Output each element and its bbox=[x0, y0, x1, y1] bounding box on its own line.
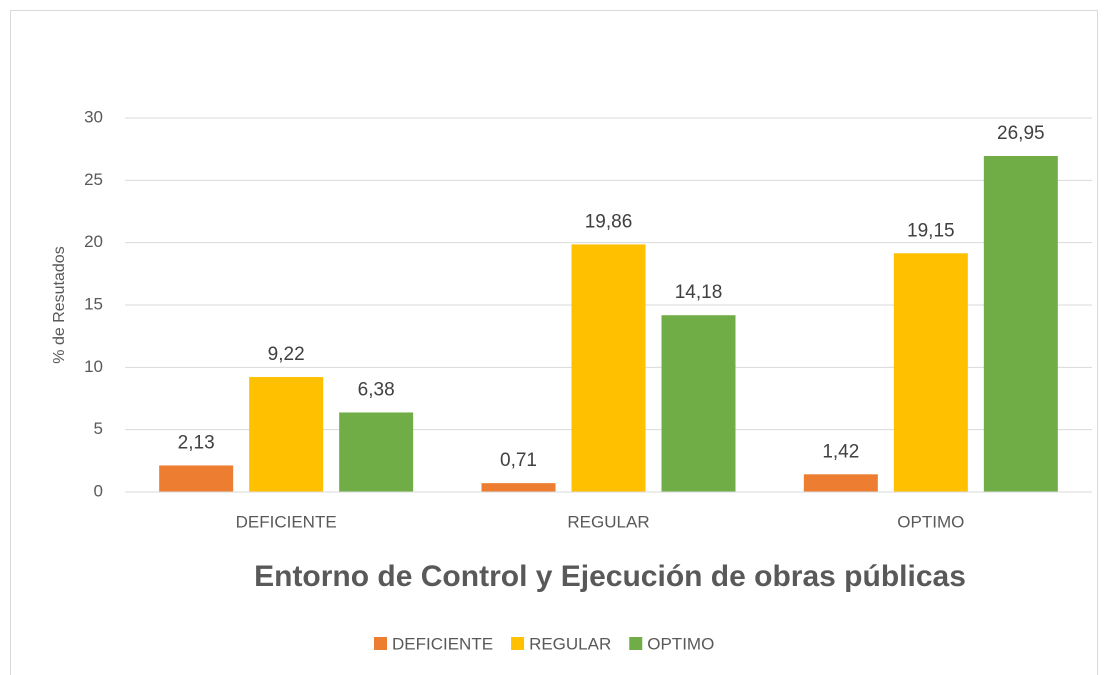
y-tick-label: 20 bbox=[84, 232, 103, 251]
bar bbox=[571, 244, 646, 492]
x-tick-label: OPTIMO bbox=[897, 512, 964, 531]
bar bbox=[661, 315, 736, 492]
bar bbox=[481, 483, 556, 492]
y-axis-label: % de Resutados bbox=[51, 246, 68, 363]
bar bbox=[983, 156, 1058, 493]
bar bbox=[339, 412, 414, 492]
y-tick-label: 5 bbox=[94, 419, 103, 438]
x-tick-label: DEFICIENTE bbox=[236, 512, 337, 531]
legend-swatch bbox=[374, 637, 387, 650]
data-label: 26,95 bbox=[997, 123, 1045, 144]
legend-label: REGULAR bbox=[529, 634, 611, 653]
data-label: 2,13 bbox=[178, 432, 215, 453]
legend-label: DEFICIENTE bbox=[392, 634, 493, 653]
legend-label: OPTIMO bbox=[647, 634, 714, 653]
data-label: 14,18 bbox=[675, 282, 723, 303]
bar bbox=[803, 474, 878, 492]
bar bbox=[893, 253, 968, 492]
x-tick-label: REGULAR bbox=[567, 512, 649, 531]
legend-swatch bbox=[511, 637, 525, 650]
x-axis-title: Entorno de Control y Ejecución de obras … bbox=[254, 560, 966, 593]
data-label: 9,22 bbox=[268, 344, 305, 365]
data-label: 0,71 bbox=[500, 450, 537, 471]
data-label: 6,38 bbox=[358, 379, 395, 400]
data-label: 19,15 bbox=[907, 220, 955, 241]
data-label: 19,86 bbox=[585, 211, 633, 232]
y-tick-label: 25 bbox=[84, 170, 103, 189]
y-tick-label: 15 bbox=[84, 294, 103, 313]
y-tick-label: 30 bbox=[84, 107, 103, 126]
legend-swatch bbox=[629, 637, 643, 650]
bar bbox=[249, 377, 324, 492]
bar bbox=[159, 465, 234, 492]
y-tick-label: 10 bbox=[84, 357, 103, 376]
data-label: 1,42 bbox=[822, 441, 859, 462]
y-tick-label: 0 bbox=[94, 481, 103, 500]
